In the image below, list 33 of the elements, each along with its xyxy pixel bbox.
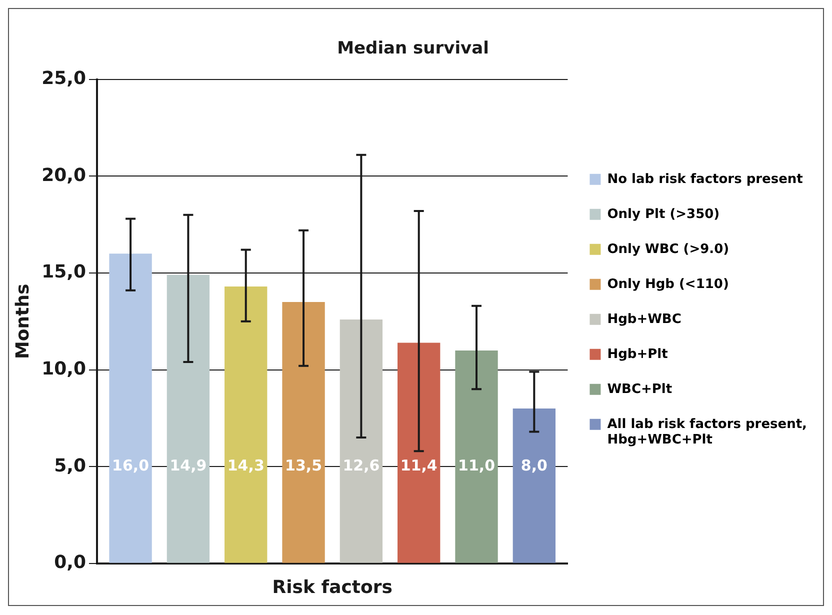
data-label: 11,4 xyxy=(400,456,438,474)
bar xyxy=(398,342,440,563)
legend-label: Hgb+WBC xyxy=(607,312,682,327)
legend-label: Only WBC (>9.0) xyxy=(607,242,730,257)
y-tick-label: 20,0 xyxy=(42,164,86,186)
bar xyxy=(282,302,325,563)
y-tick-label: 5,0 xyxy=(54,455,86,476)
bar xyxy=(512,408,556,563)
data-label: 8,0 xyxy=(520,456,548,474)
data-label: 12,6 xyxy=(342,456,380,474)
y-axis-title: Months xyxy=(12,284,34,360)
y-tick-label: 25,0 xyxy=(42,68,86,90)
y-tick-label: 15,0 xyxy=(42,262,86,283)
legend-label: Only Plt (>350) xyxy=(607,206,720,222)
legend-label: No lab risk factors present xyxy=(607,172,803,187)
data-label: 13,5 xyxy=(285,456,322,474)
data-label: 16,0 xyxy=(112,456,150,474)
bar xyxy=(340,319,383,563)
bar xyxy=(109,254,152,563)
bar xyxy=(224,286,268,563)
data-label: 14,9 xyxy=(170,456,207,474)
y-tick-label: 10,0 xyxy=(42,358,86,380)
bar xyxy=(166,274,210,563)
chart-title: Median survival xyxy=(337,38,489,59)
bar xyxy=(455,350,498,563)
data-label: 14,3 xyxy=(227,456,264,474)
legend-label: WBC+Plt xyxy=(607,382,672,397)
legend-label: All lab risk factors present, Hbg+WBC+Plt xyxy=(607,416,808,448)
legend-label: Only Hgb (<110) xyxy=(607,276,729,292)
legend-label: Hgb+Plt xyxy=(607,346,668,362)
x-axis-title: Risk factors xyxy=(272,576,392,598)
y-tick-label: 0,0 xyxy=(54,552,86,574)
data-label: 11,0 xyxy=(458,456,496,474)
